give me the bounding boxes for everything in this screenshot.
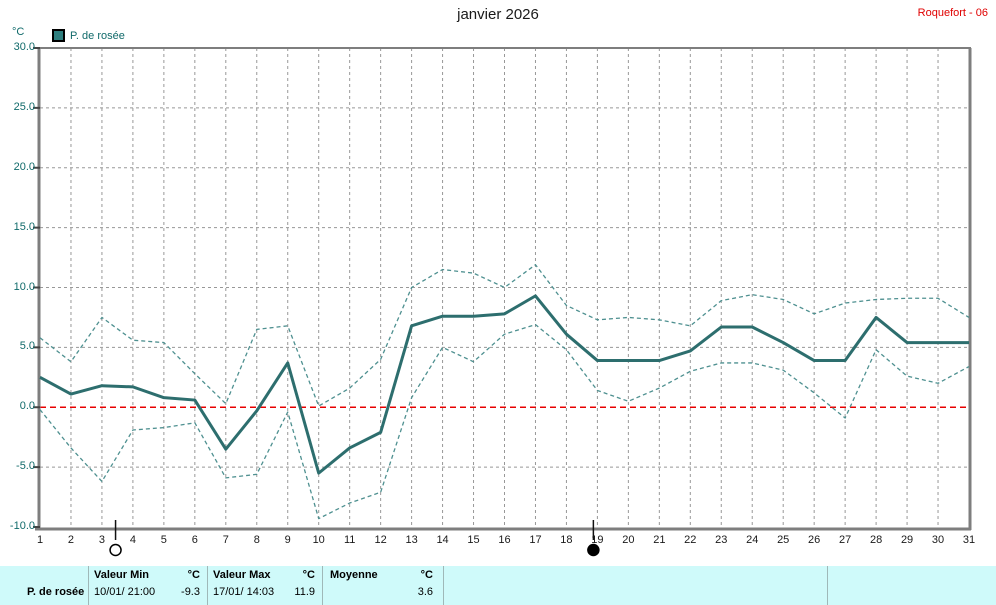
x-tick-label: 25 [777,534,790,546]
x-tick-label: 23 [715,534,728,546]
x-tick-label: 26 [808,534,821,546]
full-moon-icon [109,543,122,557]
table-divider [322,566,323,605]
x-tick-label: 6 [191,534,198,546]
legend: P. de rosée [52,29,125,42]
min-value: -9.3 [181,586,200,598]
x-tick-label: 3 [98,534,105,546]
x-tick-label: 10 [312,534,325,546]
y-axis-labels: -10.0 -5.0 0.0 5.0 10.0 15.0 20.0 25.0 30.0 [0,0,35,560]
x-tick-label: 13 [405,534,418,546]
x-tick-label: 7 [222,534,229,546]
avg-value: 3.6 [417,586,433,598]
y-tick-label: 5.0 [19,340,35,353]
x-tick-label: 29 [900,534,914,546]
y-tick-label: 0.0 [19,400,35,413]
x-tick-label: 8 [253,534,260,546]
x-tick-label: 22 [684,534,697,546]
min-header: Valeur Min [94,569,150,581]
y-tick-label: -10.0 [9,520,35,532]
series-dew-point-mean [39,294,969,475]
x-tick-label: 18 [560,534,573,546]
x-axis-labels: 1 2 3 4 5 6 7 8 9 10 11 12 13 14 15 16 17 18 19 20 21 22 23 24 2… [36,534,976,546]
x-tick-label: 21 [653,534,666,546]
x-tick-label: 19 [591,534,604,546]
min-unit: °C [187,569,200,581]
x-tick-label: 2 [67,534,75,546]
legend-label: P. de rosée [70,29,125,42]
x-tick-label: 11 [343,534,356,546]
x-tick-label: 4 [129,534,136,546]
x-tick-label: 9 [284,534,291,546]
avg-header: Moyenne [330,569,378,581]
x-tick-label: 20 [622,534,635,546]
max-value: 11.9 [294,586,315,598]
series-dew-point-max [39,264,970,407]
page-title: janvier 2026 [457,6,539,23]
table-divider [88,566,89,605]
x-tick-label: 12 [374,534,387,546]
max-datetime: 17/01/ 14:03 [213,586,275,598]
x-tick-label: 31 [962,534,976,546]
y-tick-label: 15.0 [13,220,35,233]
x-tick-label: 15 [467,534,480,546]
y-axis-unit-label: °C [12,26,25,38]
table-row-label: P. de rosée [27,586,85,598]
max-unit: °C [302,569,315,581]
min-datetime: 10/01/ 21:00 [94,586,156,598]
x-tick-label: 24 [746,534,759,546]
x-tick-label: 30 [931,534,945,546]
y-tick-label: 30.0 [13,41,35,53]
y-tick-label: -5.0 [16,460,35,473]
y-tick-label: 10.0 [13,280,35,293]
x-tick-label: 17 [529,534,542,546]
x-tick-label: 14 [436,534,449,546]
table-divider [827,566,828,605]
stats-table: P. de rosée Valeur Min °C 10/01/ 21:00 -… [0,566,996,605]
new-moon-icon [587,543,600,557]
x-tick-label: 5 [160,534,167,546]
x-tick-label: 16 [498,534,511,546]
x-tick-label: 28 [869,534,883,546]
series-dew-point-min [39,323,970,520]
station-name: Roquefort - 06 [917,7,988,19]
max-header: Valeur Max [213,569,271,581]
table-divider [207,566,208,605]
x-tick-label: 27 [839,534,852,546]
y-tick-label: 20.0 [13,160,35,173]
x-tick-label: 1 [36,534,44,546]
legend-swatch-icon [52,29,65,42]
y-tick-label: 25.0 [13,100,35,113]
avg-unit: °C [420,569,433,581]
table-divider [443,566,444,605]
